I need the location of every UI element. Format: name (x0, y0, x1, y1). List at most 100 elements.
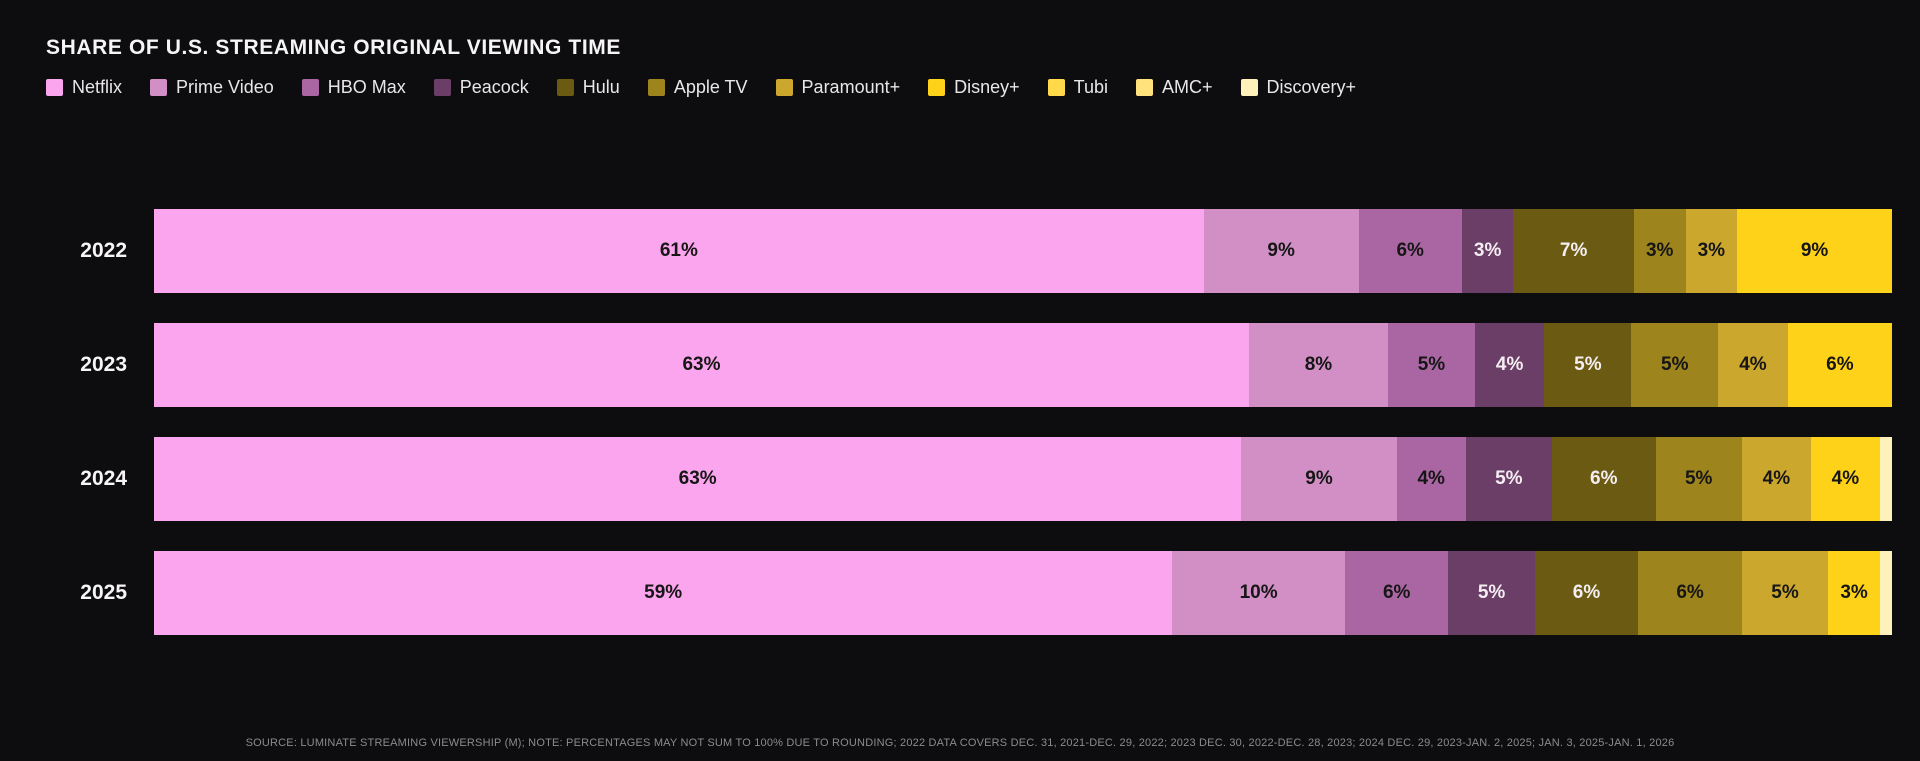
segment-label: 5% (1661, 354, 1689, 375)
bar-segment-disney: 4% (1810, 437, 1880, 521)
legend-label: Apple TV (673, 77, 748, 97)
segment-label: 6% (1590, 468, 1618, 489)
legend-swatch-netflix (46, 79, 63, 96)
bar-segment-hulu: 6% (1534, 551, 1639, 635)
segment-label: 4% (1762, 468, 1791, 489)
bar-segment-peacock: 5% (1465, 437, 1552, 521)
chart-row-2024: 2024 63% 9% 4% 5% 6% 5% 4% 4% (46, 437, 1892, 521)
chart-row-2023: 2023 63% 8% 5% 4% 5% 5% 4% 6% (46, 323, 1892, 407)
segment-label: 59% (644, 582, 683, 603)
segment-label: 5% (1495, 468, 1523, 489)
bar-segment-paramount: 4% (1741, 437, 1811, 521)
segment-label: 6% (1396, 240, 1424, 261)
legend-swatch-hbo-max (301, 79, 319, 96)
segment-label: 6% (1382, 582, 1411, 603)
legend-item-prime-video: Prime Video (150, 77, 274, 98)
legend-label: Paramount+ (801, 77, 901, 97)
bar-segment-discovery (1879, 551, 1892, 635)
bar-segment-hulu: 7% (1513, 209, 1634, 293)
segment-label: 4% (1739, 354, 1767, 375)
chart-row-2025: 2025 59% 10% 6% 5% 6% 6% 5% 3% (46, 551, 1892, 635)
bar-segment-apple-tv: 5% (1631, 323, 1719, 407)
bar-segment-hbo-max: 5% (1387, 323, 1475, 407)
segment-label: 5% (1477, 582, 1506, 603)
legend-swatch-paramount (775, 79, 793, 96)
segment-label: 9% (1267, 240, 1295, 261)
legend-swatch-apple-tv (647, 79, 665, 96)
segment-label: 63% (682, 354, 721, 375)
bar-segment-apple-tv: 5% (1655, 437, 1742, 521)
bar-segment-netflix: 59% (154, 551, 1173, 635)
bar-segment-hbo-max: 6% (1344, 551, 1449, 635)
bar-segment-disney: 6% (1787, 323, 1892, 407)
legend-item-amc: AMC+ (1136, 77, 1213, 98)
legend-swatch-tubi (1047, 79, 1065, 96)
legend-item-tubi: Tubi (1047, 77, 1108, 98)
segment-label: 9% (1800, 240, 1829, 261)
bar-segment-hulu: 6% (1551, 437, 1656, 521)
bar-segment-peacock: 4% (1474, 323, 1545, 407)
legend-item-netflix: Netflix (46, 77, 122, 98)
year-label: 2025 (80, 581, 127, 604)
legend-label: Disney+ (954, 77, 1020, 97)
legend-swatch-peacock (433, 79, 451, 96)
segment-label: 3% (1840, 582, 1868, 603)
segment-label: 6% (1572, 582, 1601, 603)
segment-label: 3% (1697, 240, 1726, 261)
legend-item-discovery: Discovery+ (1240, 77, 1357, 98)
legend-label: Hulu (582, 77, 620, 97)
legend-swatch-hulu (556, 79, 574, 96)
segment-label: 5% (1417, 354, 1446, 375)
bar-segment-netflix: 61% (154, 209, 1204, 293)
year-label: 2023 (80, 353, 127, 376)
segment-label: 3% (1645, 240, 1674, 261)
legend-label: Discovery+ (1266, 77, 1357, 97)
bar-segment-paramount: 3% (1685, 209, 1738, 293)
bar-segment-hbo-max: 6% (1358, 209, 1462, 293)
legend-label: AMC+ (1162, 77, 1213, 97)
segment-label: 8% (1304, 354, 1333, 375)
bar-segment-hulu: 5% (1544, 323, 1632, 407)
segment-label: 5% (1771, 582, 1799, 603)
legend-item-disney: Disney+ (928, 77, 1020, 98)
legend: Netflix Prime Video HBO Max Peacock Hulu Appl… (46, 77, 1892, 98)
bar-segment-paramount: 5% (1741, 551, 1829, 635)
bar-segment-prime-video: 8% (1248, 323, 1388, 407)
legend-item-apple-tv: Apple TV (647, 77, 748, 98)
page-title: SHARE OF U.S. STREAMING ORIGINAL VIEWING… (46, 36, 621, 59)
bar-segment-prime-video: 10% (1172, 551, 1345, 635)
bar-track: 63% 8% 5% 4% 5% 5% 4% 6% (154, 323, 1892, 407)
chart-row-2022: 2022 61% 9% 6% 3% 7% 3% 3% 9% (46, 209, 1892, 293)
segment-label: 6% (1676, 582, 1704, 603)
bar-segment-disney: 3% (1828, 551, 1880, 635)
chart: 2022 61% 9% 6% 3% 7% 3% 3% 9% 2023 63% 8% 5% 4% 5% 5% 4%… (46, 209, 1892, 635)
legend-swatch-prime-video (150, 79, 168, 96)
legend-swatch-discovery (1240, 79, 1258, 96)
bar-segment-netflix: 63% (154, 437, 1242, 521)
legend-item-peacock: Peacock (433, 77, 529, 98)
segment-label: 5% (1684, 468, 1713, 489)
bar-track: 59% 10% 6% 5% 6% 6% 5% 3% (154, 551, 1892, 635)
source-note: SOURCE: LUMINATE STREAMING VIEWERSHIP (M… (245, 737, 1675, 749)
segment-label: 61% (659, 240, 698, 261)
bar-segment-peacock: 5% (1448, 551, 1535, 635)
segment-label: 63% (678, 468, 717, 489)
legend-item-hulu: Hulu (556, 77, 620, 98)
bar-segment-hbo-max: 4% (1396, 437, 1466, 521)
bar-segment-peacock: 3% (1461, 209, 1514, 293)
legend-swatch-disney (928, 79, 946, 96)
segment-label: 4% (1831, 468, 1860, 489)
segment-label: 10% (1239, 582, 1278, 603)
legend-label: HBO Max (327, 77, 406, 97)
legend-label: Prime Video (176, 77, 274, 97)
segment-label: 6% (1826, 354, 1854, 375)
bar-track: 61% 9% 6% 3% 7% 3% 3% 9% (154, 209, 1892, 293)
bar-segment-paramount: 4% (1718, 323, 1788, 407)
legend-label: Tubi (1073, 77, 1108, 97)
bar-segment-apple-tv: 3% (1633, 209, 1686, 293)
legend-item-paramount: Paramount+ (775, 77, 901, 98)
segment-label: 9% (1305, 468, 1333, 489)
bar-track: 63% 9% 4% 5% 6% 5% 4% 4% (154, 437, 1892, 521)
segment-label: 5% (1574, 354, 1602, 375)
